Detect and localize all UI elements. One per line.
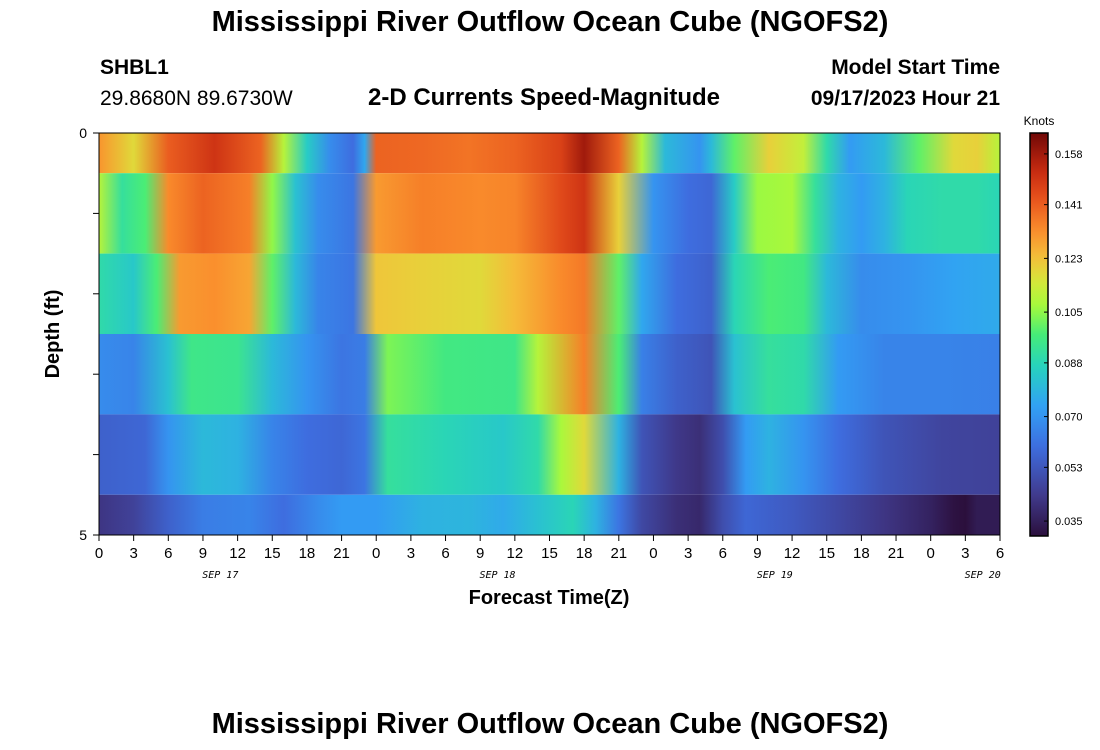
page-title-repeat: Mississippi River Outflow Ocean Cube (NG… <box>211 708 889 740</box>
x-axis-label: Forecast Time(Z) <box>469 587 630 609</box>
x-tick-label: 21 <box>888 545 905 562</box>
x-tick-label: 18 <box>576 545 593 562</box>
x-tick-label: 6 <box>719 545 727 562</box>
colorbar-tick-label: 0.141 <box>1055 200 1083 212</box>
colorbar-tick-label: 0.053 <box>1055 462 1083 474</box>
x-date-label: SEP 20 <box>965 570 1001 581</box>
x-axis: 0 3 6 9 12 15 18 21 0 3 6 9 12 15 18 21 0 3 6 9 12 15 18 21 0 3 6 S… <box>95 535 1004 581</box>
y-tick-label: 5 <box>79 527 87 543</box>
x-tick-label: 0 <box>95 545 103 562</box>
x-tick-label: 0 <box>927 545 935 562</box>
colorbar-tick-label: 0.158 <box>1055 149 1083 161</box>
x-tick-label: 12 <box>784 545 801 562</box>
x-tick-label: 21 <box>610 545 627 562</box>
x-tick-label: 6 <box>996 545 1004 562</box>
heatmap-layer-5 <box>99 414 1000 495</box>
x-date-label: SEP 17 <box>202 570 238 581</box>
x-tick-label: 12 <box>507 545 524 562</box>
heatmap-layer-2 <box>99 173 1000 254</box>
x-tick-label: 15 <box>818 545 835 562</box>
x-tick-label: 18 <box>299 545 316 562</box>
x-tick-label: 3 <box>961 545 969 562</box>
heatmap-layers <box>99 133 1000 535</box>
heatmap-layer-6 <box>99 494 1000 535</box>
x-tick-label: 18 <box>853 545 870 562</box>
x-tick-label: 12 <box>229 545 246 562</box>
x-tick-label: 9 <box>476 545 484 562</box>
y-tick-label: 0 <box>79 125 87 141</box>
x-date-label: SEP 19 <box>757 570 793 581</box>
colorbar-unit-label: Knots <box>1024 114 1055 128</box>
x-tick-label: 15 <box>264 545 281 562</box>
x-tick-label: 6 <box>441 545 449 562</box>
heatmap-layer-3 <box>99 253 1000 334</box>
x-tick-label: 9 <box>753 545 761 562</box>
colorbar-tick-label: 0.070 <box>1055 412 1083 424</box>
station-id: SHBL1 <box>100 56 169 79</box>
x-tick-label: 3 <box>407 545 415 562</box>
y-axis-label: Depth (ft) <box>42 290 64 379</box>
station-coordinates: 29.8680N 89.6730W <box>100 87 293 110</box>
chart-subtitle: 2-D Currents Speed-Magnitude <box>368 84 721 111</box>
colorbar-tick-label: 0.035 <box>1055 516 1083 528</box>
x-tick-label: 0 <box>372 545 380 562</box>
x-tick-label: 0 <box>649 545 657 562</box>
colorbar-gradient <box>1029 132 1049 537</box>
heatmap-chart: 05 0 3 6 9 12 15 18 21 0 3 6 9 12 15 18 21 0 3 6 9 12 15 18 21 0… <box>42 114 1083 609</box>
x-tick-label: 9 <box>199 545 207 562</box>
x-tick-label: 6 <box>164 545 172 562</box>
colorbar: Knots 0.158 0.141 0.123 0.105 0.088 0.070 0.053… <box>1024 114 1083 537</box>
colorbar-tick-label: 0.088 <box>1055 358 1083 370</box>
model-start-label: Model Start Time <box>831 56 1000 79</box>
model-start-value: 09/17/2023 Hour 21 <box>810 87 1000 110</box>
y-axis: 05 <box>79 125 99 543</box>
heatmap-layer-4 <box>99 334 1000 415</box>
x-tick-label: 3 <box>684 545 692 562</box>
colorbar-tick-label: 0.105 <box>1055 307 1083 319</box>
heatmap-layer-1 <box>99 133 1000 174</box>
x-tick-label: 15 <box>541 545 558 562</box>
x-tick-label: 21 <box>333 545 350 562</box>
x-date-label: SEP 18 <box>479 570 515 581</box>
x-tick-label: 3 <box>129 545 137 562</box>
page-title: Mississippi River Outflow Ocean Cube (NG… <box>211 6 889 38</box>
colorbar-tick-label: 0.123 <box>1055 253 1083 265</box>
